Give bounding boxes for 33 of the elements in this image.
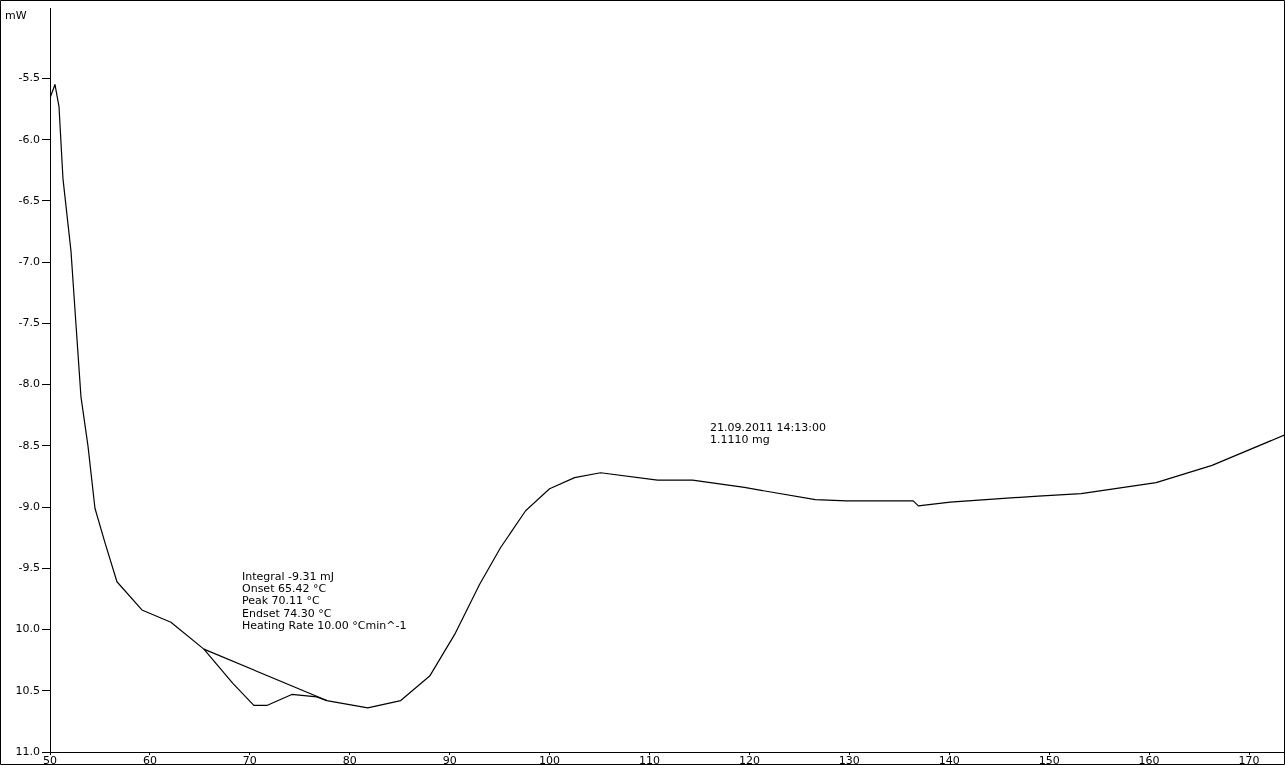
annotation: 21.09.2011 14:13:00 [710,420,826,434]
x-tick-label: 100 [539,754,561,765]
x-tick-label: 130 [838,754,860,765]
x-tick-label: 70 [242,754,257,765]
y-tick-label: 10.0 [15,622,40,636]
y-tick-label: -6.5 [18,193,40,207]
y-tick-label: -8.5 [18,438,40,452]
x-tick-label: 160 [1138,754,1160,765]
y-tick-label: -7.5 [18,316,40,330]
y-axis-title: mW [5,8,27,22]
x-tick-label: 50 [43,754,57,765]
x-tick-label: 170 [1238,754,1260,765]
y-tick-label: -5.5 [18,71,40,85]
annotation: 1.1110 mg [710,433,770,447]
x-tick-label: 150 [1038,754,1060,765]
annotation: Integral -9.31 mJ [242,569,335,583]
annotation: Peak 70.11 °C [242,594,321,608]
x-tick-label: 140 [938,754,960,765]
y-tick-label: -8.0 [18,377,40,391]
y-tick-label: 10.5 [15,683,40,697]
annotation: Endset 74.30 °C [242,606,332,620]
y-tick-label: -7.0 [18,254,40,268]
annotation: Onset 65.42 °C [242,582,327,596]
annotation: Heating Rate 10.00 °Cmin^-1 [242,619,407,633]
x-tick-label: 110 [639,754,661,765]
y-tick-label: -9.0 [18,499,40,513]
y-tick-label: 11.0 [15,744,40,758]
x-tick-label: 90 [442,754,457,765]
y-tick-label: -6.0 [18,132,40,146]
x-tick-label: 120 [738,754,760,765]
x-tick-label: 80 [342,754,357,765]
y-tick-label: -9.5 [18,561,40,575]
x-tick-label: 60 [142,754,157,765]
